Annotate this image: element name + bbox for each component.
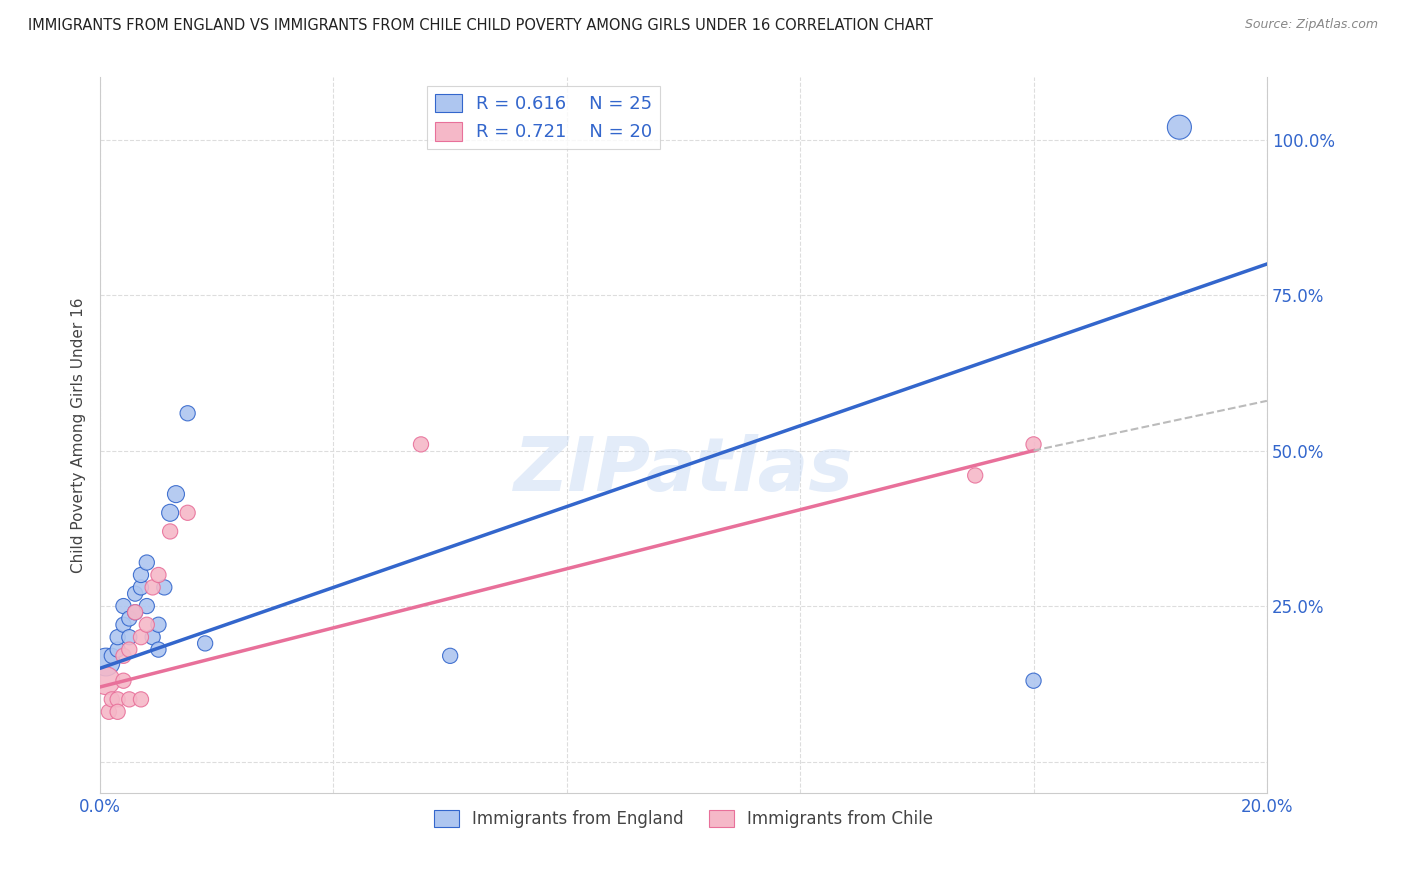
Point [135,556,157,570]
Text: Source: ZipAtlas.com: Source: ZipAtlas.com [1244,18,1378,31]
Point [112,617,135,632]
Point [112,599,135,613]
Point [129,568,152,582]
Point [439,648,461,663]
Point [1022,437,1045,451]
Point [107,642,129,657]
Legend: Immigrants from England, Immigrants from Chile: Immigrants from England, Immigrants from… [427,803,939,834]
Point [107,705,129,719]
Point [142,581,165,595]
Point [101,692,124,706]
Y-axis label: Child Poverty Among Girls Under 16: Child Poverty Among Girls Under 16 [72,297,86,573]
Point [148,642,170,657]
Point [159,506,181,520]
Point [112,673,135,688]
Point [129,630,152,644]
Point [118,642,141,657]
Point [153,581,176,595]
Point [176,406,198,420]
Point [409,437,432,451]
Point [94,673,117,688]
Point [965,468,987,483]
Point [107,692,129,706]
Point [142,630,165,644]
Point [101,648,124,663]
Point [118,611,141,625]
Point [118,630,141,644]
Point [97,705,120,719]
Text: ZIPatlas: ZIPatlas [513,434,853,508]
Point [118,692,141,706]
Point [159,524,181,539]
Point [148,617,170,632]
Point [124,587,146,601]
Point [1022,673,1045,688]
Point [112,648,135,663]
Point [124,605,146,619]
Point [129,692,152,706]
Point [94,655,117,669]
Point [107,630,129,644]
Point [148,568,170,582]
Point [194,636,217,650]
Point [135,617,157,632]
Point [135,599,157,613]
Point [165,487,187,501]
Point [176,506,198,520]
Point [129,581,152,595]
Point [124,605,146,619]
Point [1168,120,1191,135]
Text: IMMIGRANTS FROM ENGLAND VS IMMIGRANTS FROM CHILE CHILD POVERTY AMONG GIRLS UNDER: IMMIGRANTS FROM ENGLAND VS IMMIGRANTS FR… [28,18,934,33]
